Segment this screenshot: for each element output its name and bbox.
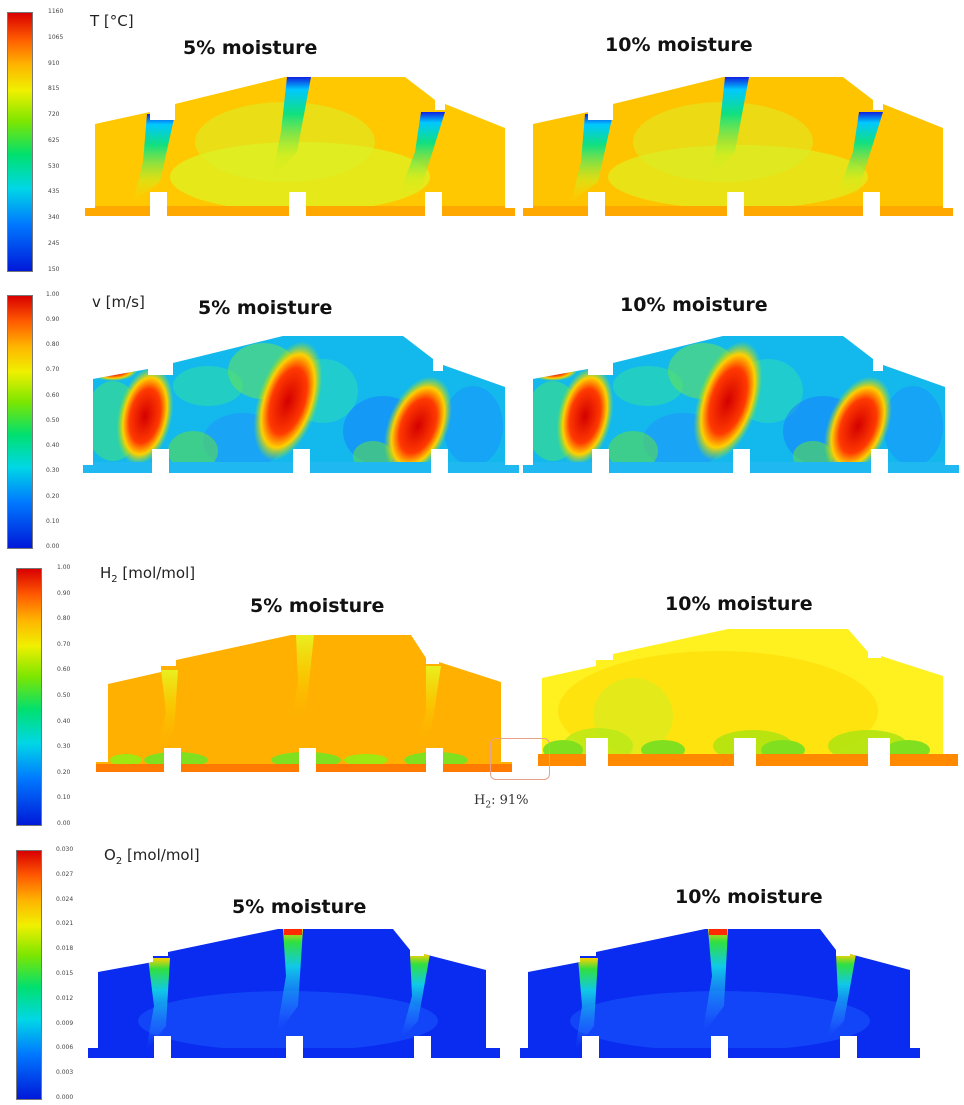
tick-label: 0.90 [57,590,71,597]
tick-label: 0.10 [46,518,60,525]
tick-label: 0.80 [46,341,60,348]
temperature-panel: 1160 1065 910 815 720 625 530 435 340 24… [0,0,964,280]
tick-label: 0.015 [56,970,74,977]
tick-label: 0.90 [46,316,60,323]
tick-label: 0.00 [57,820,71,827]
tick-label: 0.012 [56,995,74,1002]
tick-label: 0.20 [46,493,60,500]
temperature-colorbar [7,12,33,272]
tick-label: 720 [48,111,60,118]
tick-label: 0.60 [46,392,60,399]
tick-label: 910 [48,60,60,67]
hydrogen-outlet-callout-box [490,738,550,780]
oxygen-field-10-percent [520,929,920,1060]
velocity-field-5-percent [83,336,519,473]
velocity-quantity-label: v [m/s] [92,293,145,311]
tick-label: 0.60 [57,666,71,673]
tick-label: 0.003 [56,1069,74,1076]
tick-label: 0.30 [46,467,60,474]
tick-label: 435 [48,188,60,195]
tick-label: 1.00 [57,564,71,571]
case-label-5-percent: 5% moisture [198,297,333,319]
tick-label: 245 [48,240,60,247]
tick-label: 150 [48,266,60,273]
oxygen-panel: 0.030 0.027 0.024 0.021 0.018 0.015 0.01… [0,840,964,1105]
temperature-quantity-label: T [°C] [90,12,134,30]
hydrogen-quantity-label: H2 [mol/mol] [100,564,196,585]
velocity-colorbar [7,295,33,549]
case-label-5-percent: 5% moisture [232,896,367,918]
velocity-panel: 1.00 0.90 0.80 0.70 0.60 0.50 0.40 0.30 … [0,283,964,553]
tick-label: 0.30 [57,743,71,750]
hydrogen-field-5-percent [96,635,512,772]
tick-label: 0.70 [57,641,71,648]
tick-label: 530 [48,163,60,170]
case-label-10-percent: 10% moisture [665,593,813,615]
tick-label: 0.10 [57,794,71,801]
tick-label: 0.000 [56,1094,74,1101]
hydrogen-panel: 1.00 0.90 0.80 0.70 0.60 0.50 0.40 0.30 … [0,560,964,835]
tick-label: 0.50 [57,692,71,699]
oxygen-field-5-percent [88,929,500,1060]
tick-label: 0.70 [46,366,60,373]
case-label-5-percent: 5% moisture [183,37,318,59]
tick-label: 0.40 [57,718,71,725]
tick-label: 0.027 [56,871,74,878]
temperature-field-10-percent [523,77,953,216]
tick-label: 0.018 [56,945,74,952]
case-label-10-percent: 10% moisture [605,34,753,56]
oxygen-colorbar [16,850,42,1100]
hydrogen-field-10-percent [538,629,958,766]
tick-label: 0.50 [46,417,60,424]
case-label-10-percent: 10% moisture [675,886,823,908]
tick-label: 0.006 [56,1044,74,1051]
tick-label: 1065 [48,34,64,41]
tick-label: 0.00 [46,543,60,550]
hydrogen-colorbar [16,568,42,826]
oxygen-quantity-label: O2 [mol/mol] [104,846,200,867]
velocity-field-10-percent [523,336,959,473]
tick-label: 0.009 [56,1020,74,1027]
case-label-5-percent: 5% moisture [250,595,385,617]
tick-label: 0.030 [56,846,74,853]
temperature-field-5-percent [85,77,515,216]
tick-label: 0.024 [56,896,74,903]
tick-label: 815 [48,85,60,92]
tick-label: 340 [48,214,60,221]
case-label-10-percent: 10% moisture [620,294,768,316]
tick-label: 1160 [48,8,64,15]
tick-label: 1.00 [46,291,60,298]
tick-label: 625 [48,137,60,144]
tick-label: 0.021 [56,920,74,927]
tick-label: 0.20 [57,769,71,776]
tick-label: 0.80 [57,615,71,622]
tick-label: 0.40 [46,442,60,449]
hydrogen-outlet-callout-label: H2: 91% [474,793,529,811]
